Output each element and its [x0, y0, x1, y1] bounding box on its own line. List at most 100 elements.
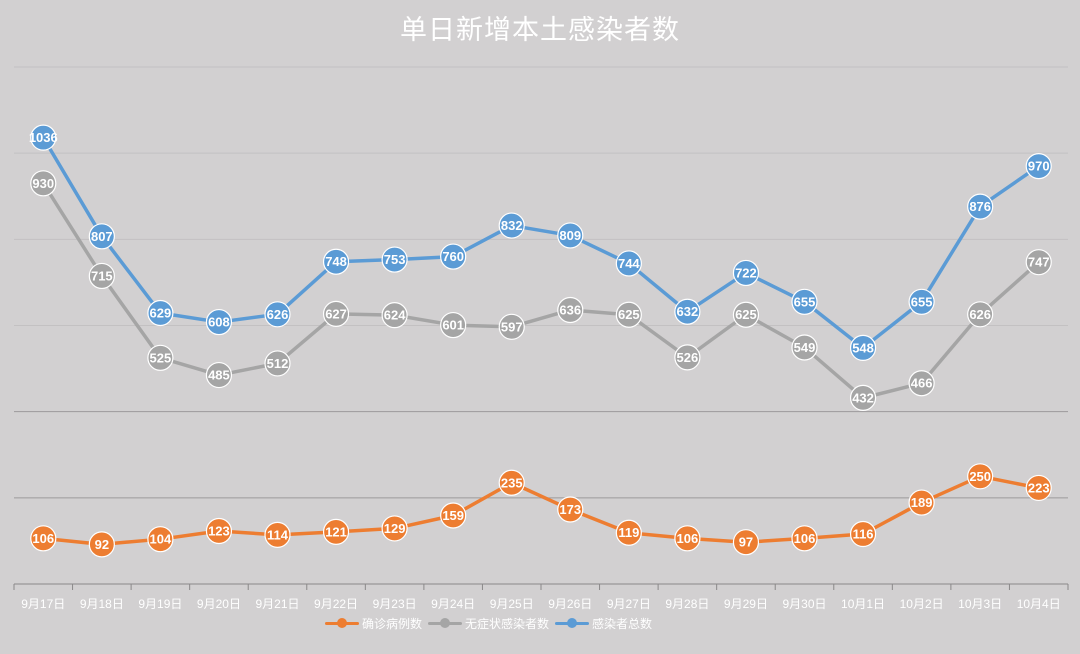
- data-label: 636: [559, 302, 581, 317]
- data-point: [88, 531, 115, 558]
- data-point: [791, 525, 818, 552]
- data-point: [791, 288, 818, 315]
- x-tick-label: 9月20日: [197, 597, 241, 611]
- data-label: 129: [384, 521, 406, 536]
- data-label: 106: [794, 531, 816, 546]
- data-label: 655: [794, 294, 816, 309]
- data-label: 235: [501, 475, 523, 490]
- data-label: 485: [208, 368, 230, 383]
- data-point: [791, 334, 818, 361]
- data-point: [322, 248, 350, 275]
- data-label: 655: [911, 294, 933, 309]
- data-label: 760: [442, 249, 464, 264]
- data-point: [967, 301, 994, 328]
- data-point: [615, 519, 642, 546]
- data-point: [908, 370, 935, 397]
- data-point: [205, 308, 233, 336]
- legend-item-1[interactable]: 无症状感染者数: [428, 615, 549, 632]
- data-point: [1025, 152, 1052, 180]
- data-label: 116: [853, 527, 874, 542]
- data-point: [88, 223, 115, 250]
- data-label: 104: [150, 532, 172, 547]
- data-label: 744: [618, 256, 640, 271]
- data-point: [674, 525, 701, 552]
- data-point: [732, 259, 760, 287]
- legend-swatch: [555, 617, 590, 629]
- x-tick-label: 10月4日: [1017, 597, 1061, 611]
- legend-item-0[interactable]: 确诊病例数: [325, 615, 422, 632]
- data-label: 114: [267, 527, 289, 542]
- legend-swatch: [325, 617, 359, 629]
- data-point: [440, 311, 467, 339]
- x-tick-label: 9月19日: [138, 597, 182, 611]
- data-label: 625: [735, 307, 757, 322]
- data-point: [147, 299, 174, 327]
- data-label: 747: [1028, 255, 1050, 270]
- data-point: [498, 313, 525, 340]
- x-tick-label: 9月24日: [431, 597, 475, 611]
- data-point: [908, 288, 935, 315]
- data-point: [88, 262, 115, 290]
- data-point: [557, 496, 584, 523]
- data-label: 715: [91, 268, 113, 283]
- data-point: [322, 300, 350, 327]
- data-label: 629: [150, 306, 172, 321]
- data-label: 123: [208, 524, 230, 539]
- x-tick-label: 9月23日: [373, 597, 417, 611]
- data-label: 601: [442, 318, 464, 333]
- x-tick-label: 10月1日: [841, 597, 885, 611]
- data-label: 466: [911, 376, 933, 391]
- legend-label: 无症状感染者数: [465, 616, 550, 631]
- x-tick-label: 9月17日: [21, 597, 65, 611]
- data-label: 608: [208, 315, 230, 330]
- legend-label: 确诊病例数: [362, 616, 423, 631]
- data-point: [440, 243, 467, 270]
- data-label: 250: [969, 469, 991, 484]
- x-tick-label: 9月22日: [314, 597, 358, 611]
- data-point: [615, 301, 642, 328]
- data-label: 526: [677, 350, 699, 365]
- data-point: [498, 212, 525, 239]
- data-point: [205, 361, 233, 389]
- legend-swatch: [428, 617, 463, 629]
- data-label: 92: [95, 537, 109, 552]
- data-point: [908, 489, 935, 516]
- data-point: [615, 250, 642, 277]
- x-tick-label: 9月26日: [548, 597, 592, 611]
- x-tick-label: 9月25日: [490, 597, 534, 611]
- x-tick-label: 10月3日: [958, 597, 1002, 611]
- data-label: 97: [739, 535, 753, 550]
- x-tick-label: 10月2日: [900, 597, 944, 611]
- legend-item-2[interactable]: 感染者总数: [555, 615, 652, 632]
- data-label: 597: [501, 319, 523, 334]
- data-point: [1025, 474, 1052, 502]
- data-label: 722: [735, 265, 757, 280]
- data-point: [557, 222, 584, 249]
- series-line-1: [41, 182, 1040, 400]
- data-label: 626: [969, 307, 991, 322]
- data-point: [674, 298, 701, 325]
- data-point: [440, 502, 467, 529]
- data-label: 173: [559, 502, 581, 517]
- data-label: 548: [852, 340, 874, 355]
- x-tick-label: 9月28日: [665, 597, 709, 611]
- data-point: [264, 350, 291, 377]
- data-point: [30, 170, 57, 197]
- data-point: [849, 384, 877, 411]
- data-label: 525: [150, 350, 172, 365]
- data-point: [381, 302, 408, 329]
- series-line-2: [41, 136, 1040, 350]
- chart-title: 单日新增本土感染者数: [400, 15, 680, 46]
- data-point: [849, 334, 877, 362]
- x-tick-label: 9月30日: [782, 597, 826, 611]
- x-tick-label: 9月29日: [724, 597, 768, 611]
- data-label: 970: [1028, 159, 1050, 174]
- data-point: [1025, 249, 1052, 276]
- data-label: 753: [384, 252, 406, 267]
- data-label: 632: [677, 304, 699, 319]
- data-point: [674, 344, 701, 371]
- data-label: 807: [91, 229, 113, 244]
- data-point: [849, 520, 877, 548]
